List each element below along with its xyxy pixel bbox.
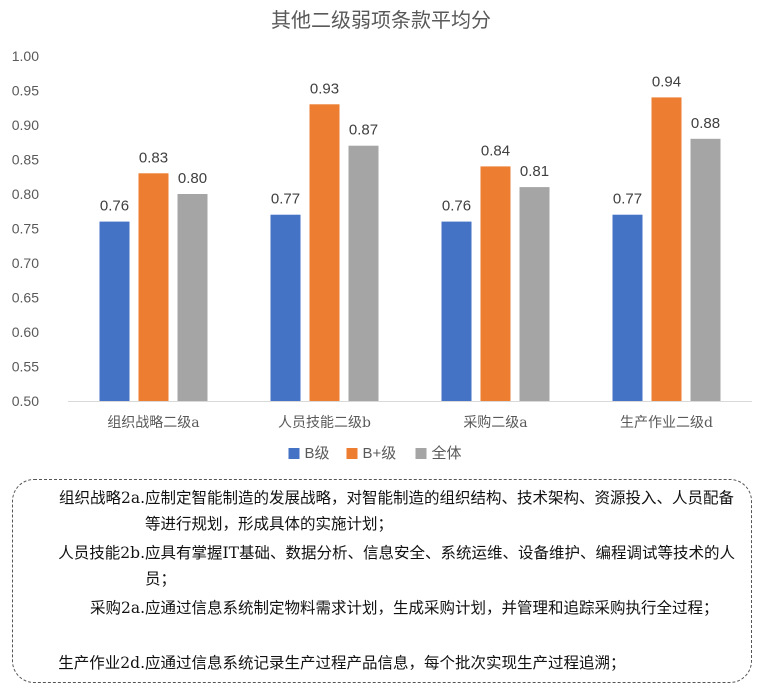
data-label: 0.84 — [481, 142, 510, 159]
data-label: 0.93 — [310, 80, 339, 97]
bar — [441, 221, 472, 401]
note-text: 应制定智能制造的发展战略，对智能制造的组织结构、技术架构、资源投入、人员配备等进… — [145, 489, 735, 533]
x-tick-label: 采购二级a — [463, 415, 527, 431]
y-tick-label: 0.85 — [12, 152, 39, 168]
note-label: 人员技能2b. — [58, 544, 145, 562]
y-tick-label: 0.65 — [12, 290, 39, 306]
legend-label: B+级 — [363, 445, 397, 462]
y-tick-label: 0.95 — [12, 83, 39, 99]
bar — [519, 187, 550, 401]
y-tick-label: 0.75 — [12, 221, 39, 237]
y-tick-label: 0.55 — [12, 359, 39, 375]
data-label: 0.88 — [691, 115, 720, 132]
note-text: 应通过信息系统记录生产过程产品信息，每个批次实现生产过程追溯； — [145, 654, 626, 672]
x-tick-label: 生产作业二级d — [620, 415, 713, 431]
y-tick-label: 0.70 — [12, 255, 39, 271]
bar — [309, 104, 340, 402]
x-tick-label: 人员技能二级b — [278, 415, 371, 431]
note-production: 生产作业2d. 应通过信息系统记录生产过程产品信息，每个批次实现生产过程追溯； — [25, 650, 743, 676]
note-personnel-skill: 人员技能2b. 应具有掌握IT基础、数据分析、信息安全、系统运维、设备维护、编程… — [25, 540, 743, 592]
bar — [99, 221, 130, 401]
data-label: 0.81 — [520, 163, 549, 180]
legend: B级 B+级 全体 — [288, 444, 462, 462]
y-tick-label: 1.00 — [12, 48, 39, 64]
bar — [690, 138, 721, 402]
legend-swatch — [415, 448, 427, 459]
note-label: 组织战略2a. — [58, 489, 145, 507]
bar — [177, 194, 208, 401]
bars-group — [99, 97, 721, 402]
legend-swatch — [346, 448, 358, 459]
data-label: 0.80 — [178, 170, 207, 187]
bar — [348, 145, 379, 401]
bar — [612, 214, 643, 401]
data-label: 0.87 — [349, 122, 378, 139]
data-label: 0.94 — [652, 73, 681, 90]
data-labels-group: 0.76 0.83 0.80 0.77 0.93 0.87 0.76 0.84 0.81 0.77… — [100, 73, 720, 214]
note-label: 生产作业2d. — [58, 654, 145, 672]
y-tick-label: 0.60 — [12, 324, 39, 340]
data-label: 0.76 — [100, 198, 129, 215]
legend-swatch — [288, 448, 300, 459]
legend-label: B级 — [305, 445, 330, 462]
data-label: 0.77 — [271, 191, 300, 208]
note-org-strategy: 组织战略2a. 应制定智能制造的发展战略，对智能制造的组织结构、技术架构、资源投… — [25, 485, 743, 537]
note-label: 采购2a. — [89, 599, 145, 617]
legend-label: 全体 — [432, 444, 462, 462]
note-text: 应具有掌握IT基础、数据分析、信息安全、系统运维、设备维护、编程调试等技术的人员… — [145, 544, 735, 588]
bar — [651, 97, 682, 402]
bar — [138, 173, 169, 401]
y-tick-label: 0.90 — [12, 117, 39, 133]
bar — [270, 214, 301, 401]
x-tick-label: 组织战略二级a — [107, 415, 199, 431]
x-axis: 组织战略二级a 人员技能二级b 采购二级a 生产作业二级d — [68, 401, 752, 431]
chart-title: 其他二级弱项条款平均分 — [271, 9, 491, 32]
data-label: 0.83 — [139, 149, 168, 166]
data-label: 0.77 — [613, 191, 642, 208]
y-tick-label: 0.50 — [12, 393, 39, 409]
bar — [480, 166, 511, 401]
note-text: 应通过信息系统制定物料需求计划，生成采购计划，并管理和追踪采购执行全过程； — [145, 599, 719, 617]
clause-notes-box: 组织战略2a. 应制定智能制造的发展战略，对智能制造的组织结构、技术架构、资源投… — [12, 479, 752, 683]
y-tick-label: 0.80 — [12, 186, 39, 202]
bar-chart: 其他二级弱项条款平均分 0.50 0.55 0.60 0.65 0.70 0.75 0.80… — [12, 9, 752, 462]
note-procurement: 采购2a. 应通过信息系统制定物料需求计划，生成采购计划，并管理和追踪采购执行全… — [25, 595, 743, 621]
data-label: 0.76 — [442, 198, 471, 215]
y-axis: 0.50 0.55 0.60 0.65 0.70 0.75 0.80 0.85 0.90 0.95… — [12, 48, 39, 409]
